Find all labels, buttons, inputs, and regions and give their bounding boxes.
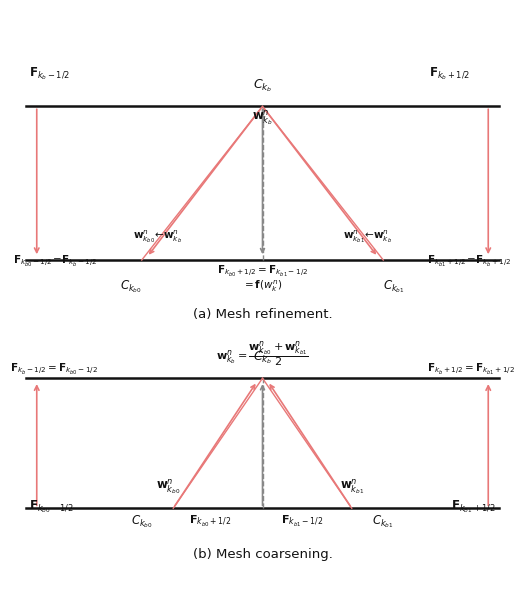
Text: $\mathbf{F}_{k_{b0}-1/2}$: $\mathbf{F}_{k_{b0}-1/2}$ [29,498,74,515]
Text: $\mathbf{F}_{k_{b0}+1/2}$: $\mathbf{F}_{k_{b0}+1/2}$ [189,514,231,529]
Text: $\mathbf{F}_{k_b+1/2}$: $\mathbf{F}_{k_b+1/2}$ [429,66,470,82]
Text: $\mathbf{w}^n_{k_{b1}}$: $\mathbf{w}^n_{k_{b1}}$ [340,478,364,497]
Text: $\mathbf{w}^n_{k_b}$: $\mathbf{w}^n_{k_b}$ [252,109,273,128]
Text: $\mathbf{F}_{k_b+1/2} = \mathbf{F}_{k_{b1}+1/2}$: $\mathbf{F}_{k_b+1/2} = \mathbf{F}_{k_{b… [427,362,514,377]
Text: $\mathbf{F}_{k_{b0}-1/2}\!=\!\mathbf{F}_{k_b-1/2}$: $\mathbf{F}_{k_{b0}-1/2}\!=\!\mathbf{F}_… [13,254,98,269]
Text: $\mathbf{F}_{k_b-1/2}$: $\mathbf{F}_{k_b-1/2}$ [29,66,70,82]
Text: $\mathbf{w}^n_{k_{b0}}\!\leftarrow\!\mathbf{w}^n_{k_b}$: $\mathbf{w}^n_{k_{b0}}\!\leftarrow\!\mat… [133,228,182,245]
Text: $C_{k_{b1}}$: $C_{k_{b1}}$ [372,513,394,530]
Text: $\mathbf{w}^n_{k_{b0}}$: $\mathbf{w}^n_{k_{b0}}$ [156,478,180,497]
Text: $\mathbf{F}_{k_{b1}+1/2}\!=\!\mathbf{F}_{k_b+1/2}$: $\mathbf{F}_{k_{b1}+1/2}\!=\!\mathbf{F}_… [427,254,512,269]
Text: $C_{k_b}$: $C_{k_b}$ [253,349,272,366]
Text: $C_{k_{b0}}$: $C_{k_{b0}}$ [120,278,142,295]
Text: $\mathbf{F}_{k_{b0}+1/2} = \mathbf{F}_{k_{b1}-1/2}$: $\mathbf{F}_{k_{b0}+1/2} = \mathbf{F}_{k… [217,264,308,280]
Text: $\mathbf{w}^n_{k_{b1}}\!\leftarrow\!\mathbf{w}^n_{k_b}$: $\mathbf{w}^n_{k_{b1}}\!\leftarrow\!\mat… [343,228,392,245]
Text: (a) Mesh refinement.: (a) Mesh refinement. [193,308,332,321]
Text: $= \mathbf{f}(w^n_k)$: $= \mathbf{f}(w^n_k)$ [243,279,282,294]
Text: $\mathbf{F}_{k_{b1}+1/2}$: $\mathbf{F}_{k_{b1}+1/2}$ [452,498,496,515]
Text: (b) Mesh coarsening.: (b) Mesh coarsening. [193,548,332,561]
Text: $C_{k_b}$: $C_{k_b}$ [253,77,272,94]
Text: $C_{k_{b0}}$: $C_{k_{b0}}$ [131,513,153,530]
Text: $\mathbf{w}^n_{k_b} = \dfrac{\mathbf{w}^n_{k_{b0}}+\mathbf{w}^n_{k_{b1}}}{2}$: $\mathbf{w}^n_{k_b} = \dfrac{\mathbf{w}^… [216,340,309,369]
Text: $\mathbf{F}_{k_{b1}-1/2}$: $\mathbf{F}_{k_{b1}-1/2}$ [281,514,323,529]
Text: $C_{k_{b1}}$: $C_{k_{b1}}$ [383,278,405,295]
Text: $\mathbf{F}_{k_b-1/2} = \mathbf{F}_{k_{b0}-1/2}$: $\mathbf{F}_{k_b-1/2} = \mathbf{F}_{k_{b… [10,362,98,377]
